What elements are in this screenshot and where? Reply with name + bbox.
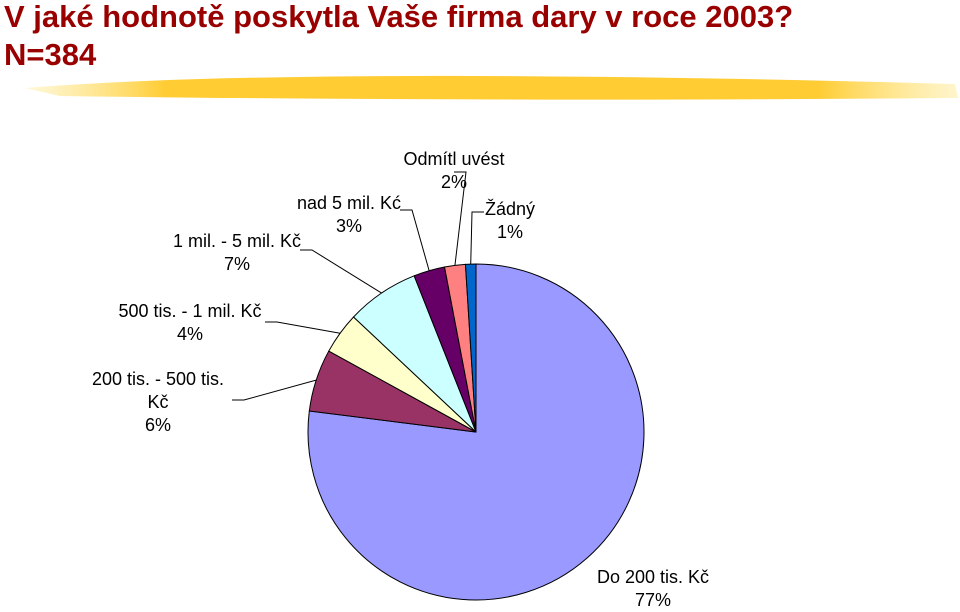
pie-slice [307, 263, 645, 601]
leader-line [400, 209, 430, 271]
pie-slice [464, 263, 477, 433]
category-label: Do 200 tis. Kč [596, 567, 710, 587]
category-label: 1 mil. - 5 mil. Kč [172, 231, 301, 251]
leader-line [265, 321, 341, 334]
category-label: nad 5 mil. Kć [296, 193, 402, 213]
slice-label: 200 tis. - 500 tis. Kč 6% [83, 368, 233, 437]
category-label: 500 tis. - 1 mil. Kč [118, 301, 262, 321]
leader-line [232, 379, 317, 401]
slice-label: 1 mil. - 5 mil. Kč 7% [162, 230, 312, 276]
category-label: Žádný [484, 199, 536, 219]
slice-label: 500 tis. - 1 mil. Kč 4% [95, 300, 285, 346]
value-label: 1% [496, 222, 523, 242]
value-label: 77% [634, 590, 672, 610]
category-label: Odmítl uvést [403, 149, 505, 169]
category-label: 200 tis. - 500 tis. Kč [91, 369, 225, 412]
value-label: 2% [440, 172, 467, 192]
value-label: 7% [223, 254, 250, 274]
value-label: 3% [335, 216, 362, 236]
chart-title: V jaké hodnotě poskytla Vaše firma dary … [4, 0, 794, 72]
slice-label: Žádný 1% [470, 198, 550, 244]
value-label: 6% [144, 415, 171, 435]
title-underline [25, 75, 958, 100]
slice-label: nad 5 mil. Kć 3% [289, 192, 409, 238]
leader-line [454, 171, 467, 266]
leader-line [300, 249, 382, 294]
value-label: 4% [176, 324, 203, 344]
leader-line [470, 211, 484, 265]
slice-label: Odmítl uvést 2% [384, 148, 524, 194]
slice-label: Do 200 tis. Kč 77% [578, 566, 728, 612]
